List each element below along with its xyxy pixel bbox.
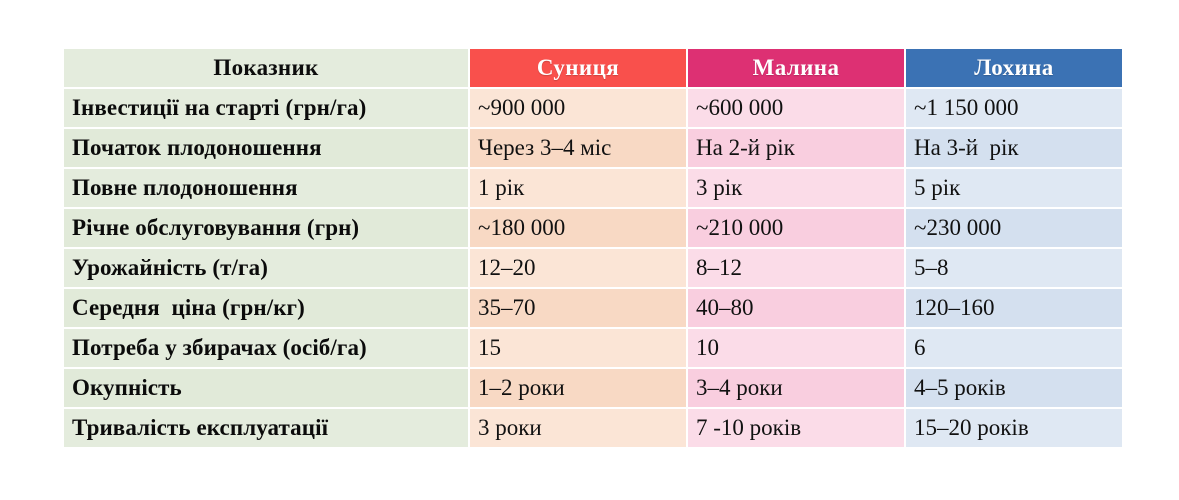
cell-value: 35–70 [470, 289, 686, 327]
cell-value: 10 [688, 329, 904, 367]
row-label: Річне обслуговування (грн) [64, 209, 468, 247]
header-row: Показник Суниця Малина Лохина [64, 49, 1122, 87]
cell-value: 1 рік [470, 169, 686, 207]
table-body: Інвестиції на старті (грн/га) ~900 000 ~60… [64, 89, 1122, 447]
cell-value: 3–4 роки [688, 369, 904, 407]
row-label: Урожайність (т/га) [64, 249, 468, 287]
cell-value: 5–8 [906, 249, 1122, 287]
row-label: Повне плодоношення [64, 169, 468, 207]
cell-value: На 2-й рік [688, 129, 904, 167]
cell-value: 3 рік [688, 169, 904, 207]
cell-value: 15–20 років [906, 409, 1122, 447]
cell-value: 4–5 років [906, 369, 1122, 407]
table-header: Показник Суниця Малина Лохина [64, 49, 1122, 87]
cell-value: ~210 000 [688, 209, 904, 247]
row-label: Тривалість експлуатації [64, 409, 468, 447]
cell-value: На 3-й рік [906, 129, 1122, 167]
cell-value: 12–20 [470, 249, 686, 287]
cell-value: 3 роки [470, 409, 686, 447]
table-row: Повне плодоношення 1 рік 3 рік 5 рік [64, 169, 1122, 207]
header-cell-malina: Малина [688, 49, 904, 87]
header-cell-indicator: Показник [64, 49, 468, 87]
cell-value: 8–12 [688, 249, 904, 287]
cell-value: ~230 000 [906, 209, 1122, 247]
table-row: Окупність 1–2 роки 3–4 роки 4–5 років [64, 369, 1122, 407]
row-label: Потреба у збирачах (осіб/га) [64, 329, 468, 367]
header-cell-lohina: Лохина [906, 49, 1122, 87]
row-label: Інвестиції на старті (грн/га) [64, 89, 468, 127]
header-cell-suniza: Суниця [470, 49, 686, 87]
cell-value: ~600 000 [688, 89, 904, 127]
cell-value: ~900 000 [470, 89, 686, 127]
cell-value: ~1 150 000 [906, 89, 1122, 127]
row-label: Середня ціна (грн/кг) [64, 289, 468, 327]
cell-value: 1–2 роки [470, 369, 686, 407]
table-row: Річне обслуговування (грн) ~180 000 ~210 0… [64, 209, 1122, 247]
table-row: Середня ціна (грн/кг) 35–70 40–80 120–160 [64, 289, 1122, 327]
cell-value: 120–160 [906, 289, 1122, 327]
cell-value: ~180 000 [470, 209, 686, 247]
table-row: Тривалість експлуатації 3 роки 7 -10 років… [64, 409, 1122, 447]
cell-value: 5 рік [906, 169, 1122, 207]
crop-comparison-table: Показник Суниця Малина Лохина Інвестиції… [62, 47, 1124, 449]
table-row: Інвестиції на старті (грн/га) ~900 000 ~60… [64, 89, 1122, 127]
row-label: Початок плодоношення [64, 129, 468, 167]
table-row: Початок плодоношення Через 3–4 міс На 2-й … [64, 129, 1122, 167]
cell-value: 7 -10 років [688, 409, 904, 447]
table-row: Урожайність (т/га) 12–20 8–12 5–8 [64, 249, 1122, 287]
row-label: Окупність [64, 369, 468, 407]
cell-value: 40–80 [688, 289, 904, 327]
cell-value: 15 [470, 329, 686, 367]
cell-value: Через 3–4 міс [470, 129, 686, 167]
cell-value: 6 [906, 329, 1122, 367]
table-row: Потреба у збирачах (осіб/га) 15 10 6 [64, 329, 1122, 367]
